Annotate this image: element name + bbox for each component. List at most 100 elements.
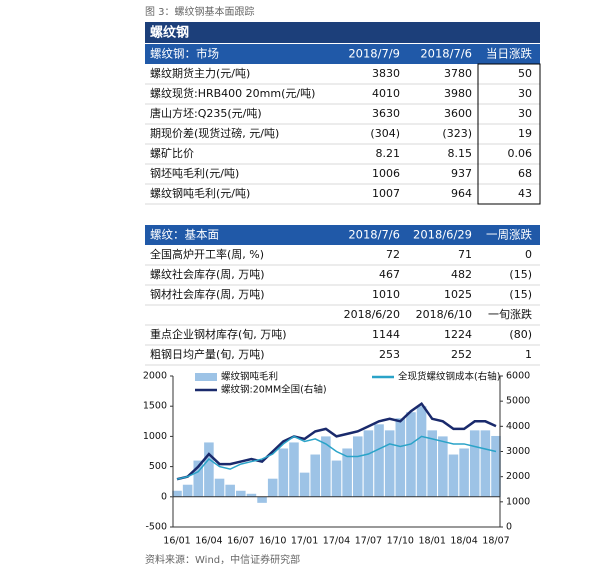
bar: [448, 454, 459, 497]
cell-value: 0: [525, 248, 532, 261]
bar: [310, 454, 321, 497]
y-tick-label: 1000: [143, 431, 167, 442]
row-label: 螺纹钢吨毛利(元/吨): [150, 186, 250, 200]
x-tick-label: 17/10: [387, 536, 414, 547]
x-tick-label: 16/01: [163, 536, 190, 547]
cell-value: 964: [451, 187, 472, 200]
bar: [257, 496, 267, 503]
cell-value: (323): [442, 127, 472, 140]
cell-value: 8.21: [376, 147, 401, 160]
cell-value: 3980: [444, 87, 472, 100]
y-tick-label: 1500: [143, 401, 167, 412]
cell-value: 1007: [372, 187, 400, 200]
row-label: 螺矿比价: [150, 147, 194, 160]
x-tick-label: 16/10: [259, 536, 286, 547]
x-tick-label: 16/07: [227, 536, 254, 547]
cell-value: 1224: [444, 328, 472, 341]
cell-value: 68: [518, 167, 532, 180]
section-header: 螺纹钢：市场: [150, 47, 219, 61]
cell-value: 1006: [372, 167, 400, 180]
row-label: 螺纹现货:HRB400 20mm(元/吨): [150, 86, 315, 100]
cell-value: 1010: [372, 288, 400, 301]
bar: [278, 448, 289, 497]
section-header: 当日涨跌: [486, 47, 532, 61]
section-header: 螺纹：基本面: [150, 228, 219, 242]
row-label: 唐山方坯:Q235(元/吨): [150, 106, 262, 120]
cell-value: 1: [525, 348, 532, 361]
cell-value: 252: [451, 348, 472, 361]
y2-tick-label: 2000: [506, 471, 530, 482]
cell-value: 30: [518, 87, 532, 100]
cell-value: 467: [379, 268, 400, 281]
cell-value: 3830: [372, 67, 400, 80]
cell-value: 50: [518, 67, 532, 80]
cell-value: 3600: [444, 107, 472, 120]
legend-swatch: [195, 373, 217, 381]
row-label: 钢材社会库存(周, 万吨): [150, 287, 265, 301]
cell-value: 3630: [372, 107, 400, 120]
cell-value: 937: [451, 167, 472, 180]
cell-value: 30: [518, 107, 532, 120]
x-tick-label: 18/01: [419, 536, 446, 547]
row-label: 全国高炉开工率(周, %): [150, 247, 264, 261]
legend-label: 螺纹钢:20MM全国(右轴): [221, 384, 327, 396]
bar: [480, 430, 491, 497]
section-header: 2018/7/6: [420, 47, 472, 61]
cell-value: (304): [370, 127, 400, 140]
caption: 图 3：螺纹钢基本面跟踪: [145, 5, 255, 18]
bar: [299, 472, 310, 497]
y2-tick-label: 1000: [506, 496, 530, 507]
bar: [352, 436, 363, 497]
bar: [469, 430, 480, 497]
cell-value: (15): [509, 288, 532, 301]
cell-value: 71: [458, 248, 472, 261]
bar: [267, 478, 278, 497]
cell-value: (80): [509, 328, 532, 341]
bar: [225, 484, 235, 497]
bar: [236, 490, 246, 497]
x-tick-label: 16/04: [195, 536, 222, 547]
section-header-bar: [145, 225, 540, 245]
section-header: 2018/7/9: [348, 47, 400, 61]
change-box: [477, 63, 541, 205]
y2-tick-label: 6000: [506, 371, 530, 382]
cell-value: 253: [379, 348, 400, 361]
bar: [331, 460, 342, 497]
y2-tick-label: 4000: [506, 421, 530, 432]
source: 资料来源：Wind，中信证券研究部: [145, 553, 300, 566]
section-header: 2018/7/6: [348, 228, 400, 242]
section-header: 一周涨跌: [486, 228, 532, 242]
cell-value: 一旬涨跌: [488, 307, 532, 321]
bar: [427, 430, 437, 497]
y2-tick-label: 0: [506, 522, 512, 533]
bar: [363, 430, 374, 497]
cell-value: 482: [451, 268, 472, 281]
line: [176, 401, 497, 481]
bar: [395, 418, 406, 497]
bar: [193, 460, 204, 497]
x-tick-label: 17/01: [291, 536, 318, 547]
row-label: 粗钢日均产量(旬, 万吨): [150, 347, 265, 361]
cell-value: 2018/6/20: [344, 308, 400, 321]
cell-value: 1025: [444, 288, 472, 301]
table-title: 螺纹钢: [150, 25, 189, 41]
bar: [214, 478, 225, 497]
section-header-bar: [145, 44, 540, 64]
y-tick-label: 0: [161, 491, 167, 502]
bar: [406, 412, 416, 497]
cell-value: 43: [518, 187, 532, 200]
cell-value: 19: [518, 127, 532, 140]
y-tick-label: -500: [145, 522, 167, 533]
cell-value: 4010: [372, 87, 400, 100]
bar: [384, 430, 395, 497]
cell-value: 3780: [444, 67, 472, 80]
x-tick-label: 17/07: [355, 536, 382, 547]
bar: [246, 493, 257, 497]
cell-value: 72: [386, 248, 400, 261]
x-tick-label: 17/04: [323, 536, 350, 547]
table-title-bar: [145, 22, 540, 43]
cell-value: 0.06: [508, 147, 533, 160]
cell-value: 8.15: [448, 147, 473, 160]
bar: [342, 448, 352, 497]
row-label: 重点企业钢材库存(旬, 万吨): [150, 327, 287, 341]
